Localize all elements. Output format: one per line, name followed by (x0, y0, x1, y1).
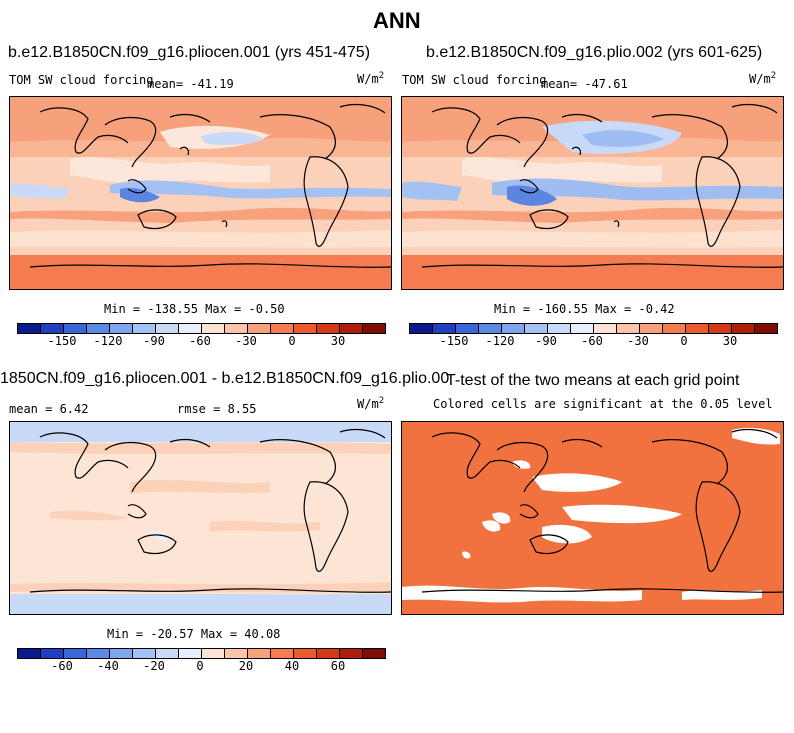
colorbar-swatch (41, 324, 64, 333)
colorbar-swatch (594, 324, 617, 333)
colorbar-tick-label: 0 (680, 334, 688, 348)
colorbar-swatch (179, 649, 202, 658)
panel1-map-field (10, 97, 391, 289)
panel2-mean: mean= -47.61 (541, 77, 628, 91)
colorbar-swatch (410, 324, 433, 333)
panel3-minmax: Min = -20.57 Max = 40.08 (107, 627, 281, 641)
colorbar-swatch (248, 649, 271, 658)
panel4-map-field (402, 422, 783, 614)
colorbar-swatch (617, 324, 640, 333)
colorbar-tick-label: -30 (235, 334, 257, 348)
colorbar-swatch (110, 324, 133, 333)
colorbar-tick-label: -120 (93, 334, 123, 348)
colorbar-swatch (110, 649, 133, 658)
colorbar-tick-label: -40 (97, 659, 119, 673)
colorbar-swatch (64, 649, 87, 658)
panel2-colorbar (409, 323, 778, 334)
panel2-minmax: Min = -160.55 Max = -0.42 (494, 302, 675, 316)
panel3-units: W/m2 (357, 396, 385, 411)
panel1-case-title: b.e12.B1850CN.f09_g16.pliocen.001 (yrs 4… (8, 44, 371, 61)
panel1-mean: mean= -41.19 (147, 77, 234, 91)
panel2-variable: TOM SW cloud forcing (402, 73, 547, 87)
panel3-map-field (10, 422, 391, 614)
colorbar-swatch (317, 324, 340, 333)
panel3-case-title: 1850CN.f09_g16.pliocen.001 - b.e12.B1850… (0, 370, 450, 387)
panel4-subtitle: Colored cells are significant at the 0.0… (433, 397, 773, 411)
colorbar-tick-label: -150 (439, 334, 469, 348)
colorbar-swatch (202, 324, 225, 333)
colorbar-swatch (340, 324, 363, 333)
colorbar-swatch (271, 324, 294, 333)
colorbar-swatch (571, 324, 594, 333)
panel2-case-title: b.e12.B1850CN.f09_g16.plio.002 (yrs 601-… (426, 44, 763, 61)
colorbar-swatch (133, 649, 156, 658)
colorbar-swatch (340, 649, 363, 658)
colorbar-swatch (433, 324, 456, 333)
colorbar-tick-label: -30 (627, 334, 649, 348)
panel1-variable: TOM SW cloud forcing (9, 73, 154, 87)
colorbar-swatch (294, 324, 317, 333)
figure-title: ANN (373, 8, 421, 33)
panel2-map-field (402, 97, 783, 289)
colorbar-swatch (179, 324, 202, 333)
colorbar-swatch (41, 649, 64, 658)
panel2-map (401, 96, 784, 290)
colorbar-tick-label: -90 (143, 334, 165, 348)
colorbar-swatch (133, 324, 156, 333)
colorbar-swatch (732, 324, 755, 333)
colorbar-swatch (18, 324, 41, 333)
colorbar-swatch (271, 649, 294, 658)
colorbar-tick-label: -60 (189, 334, 211, 348)
colorbar-tick-label: 0 (196, 659, 204, 673)
colorbar-swatch (202, 649, 225, 658)
panel4-title: T-test of the two means at each grid poi… (446, 372, 740, 389)
colorbar-swatch (755, 324, 777, 333)
colorbar-swatch (225, 324, 248, 333)
panel3-map (9, 421, 392, 615)
colorbar-swatch (294, 649, 317, 658)
colorbar-swatch (156, 324, 179, 333)
panel1-map (9, 96, 392, 290)
colorbar-swatch (479, 324, 502, 333)
colorbar-swatch (317, 649, 340, 658)
colorbar-swatch (525, 324, 548, 333)
panel3-mean: mean = 6.42 (9, 402, 89, 416)
colorbar-swatch (87, 649, 110, 658)
panel1-colorbar (17, 323, 386, 334)
colorbar-swatch (156, 649, 179, 658)
colorbar-tick-label: -60 (51, 659, 73, 673)
colorbar-tick-label: -120 (485, 334, 515, 348)
colorbar-tick-label: 0 (288, 334, 296, 348)
colorbar-swatch (363, 649, 385, 658)
colorbar-swatch (663, 324, 686, 333)
colorbar-swatch (456, 324, 479, 333)
colorbar-swatch (502, 324, 525, 333)
colorbar-tick-label: 60 (330, 659, 346, 673)
colorbar-tick-label: 30 (330, 334, 346, 348)
panel1-minmax: Min = -138.55 Max = -0.50 (104, 302, 285, 316)
colorbar-swatch (548, 324, 571, 333)
colorbar-swatch (709, 324, 732, 333)
panel3-rmse: rmse = 8.55 (177, 402, 257, 416)
panel1-units: W/m2 (357, 71, 385, 86)
colorbar-swatch (686, 324, 709, 333)
colorbar-tick-label: -20 (143, 659, 165, 673)
colorbar-tick-label: -90 (535, 334, 557, 348)
panel4-map (401, 421, 784, 615)
panel2-units: W/m2 (749, 71, 777, 86)
colorbar-swatch (640, 324, 663, 333)
colorbar-tick-label: 40 (284, 659, 300, 673)
colorbar-swatch (363, 324, 385, 333)
panel3-colorbar (17, 648, 386, 659)
colorbar-swatch (87, 324, 110, 333)
colorbar-swatch (64, 324, 87, 333)
colorbar-tick-label: -60 (581, 334, 603, 348)
colorbar-tick-label: -150 (47, 334, 77, 348)
colorbar-swatch (18, 649, 41, 658)
colorbar-swatch (248, 324, 271, 333)
colorbar-swatch (225, 649, 248, 658)
colorbar-tick-label: 20 (238, 659, 254, 673)
colorbar-tick-label: 30 (722, 334, 738, 348)
